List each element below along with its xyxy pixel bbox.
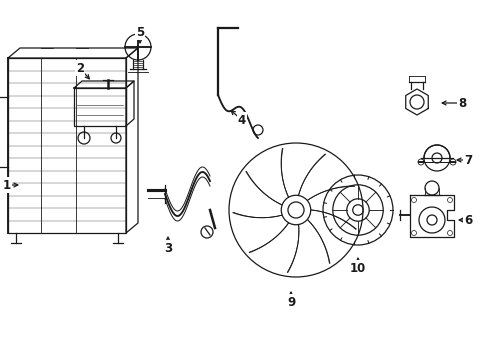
Bar [74, 88, 126, 126]
Text: 5: 5 [136, 26, 144, 39]
Text: 7: 7 [464, 153, 472, 166]
Text: 6: 6 [464, 213, 472, 226]
Bar [8, 58, 126, 233]
Text: 1: 1 [3, 179, 11, 192]
Text: 10: 10 [350, 261, 366, 274]
Text: 9: 9 [287, 296, 295, 309]
Text: 3: 3 [164, 242, 172, 255]
Text: 8: 8 [458, 96, 466, 109]
Text: 4: 4 [238, 113, 246, 126]
Text: 2: 2 [76, 62, 84, 75]
